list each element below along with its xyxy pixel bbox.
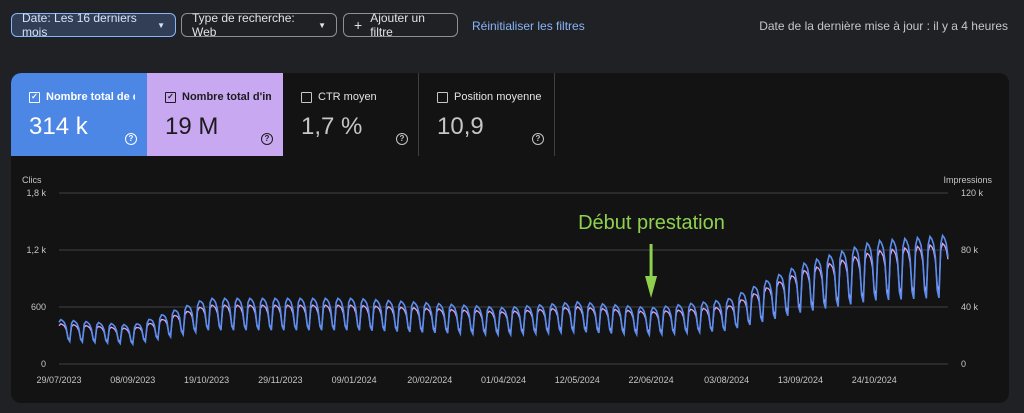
clicks-series-line [58,233,949,347]
x-tick-label: 01/04/2024 [481,375,526,385]
metric-total-impressions[interactable]: ✓ Nombre total d'im... 19 M ? [147,73,283,156]
x-tick-label: 08/09/2023 [110,375,155,385]
add-filter-label: Ajouter un filtre [370,11,425,39]
metric-value: 10,9 [437,113,484,140]
x-tick-label: 29/11/2023 [258,375,302,385]
performance-card: ✓ Nombre total de c... 314 k ? ✓ Nombre … [11,73,1009,403]
right-tick-label: 40 k [961,302,979,312]
x-tick-label: 03/08/2024 [704,375,749,385]
metric-label: Nombre total d'im... [182,91,271,103]
right-axis-title: Impressions [943,175,992,185]
metric-value: 19 M [165,113,219,140]
help-icon[interactable]: ? [396,133,408,145]
checkbox-unchecked-icon[interactable] [437,91,448,103]
annotation-label: Début prestation [578,212,725,234]
x-tick-label: 22/06/2024 [629,375,674,385]
left-tick-label: 600 [31,302,46,312]
left-tick-label: 1,2 k [26,245,46,255]
performance-chart[interactable]: Clics Impressions 0 0 600 40 k 1,2 k 80 k 1,8 k 1… [11,73,1009,403]
x-tick-label: 13/09/2024 [778,375,823,385]
help-icon[interactable]: ? [532,133,544,145]
metric-value: 314 k [29,113,88,140]
checkbox-unchecked-icon[interactable] [301,91,312,103]
metric-average-ctr[interactable]: CTR moyen 1,7 % ? [283,73,419,156]
date-filter-label: Date: Les 16 derniers mois [22,11,137,39]
metric-total-clicks[interactable]: ✓ Nombre total de c... 314 k ? [11,73,147,156]
dropdown-caret-icon: ▼ [157,20,165,30]
metric-label: CTR moyen [318,91,377,103]
dropdown-caret-icon: ▼ [318,20,326,30]
add-filter-button[interactable]: + Ajouter un filtre [343,11,458,39]
x-tick-label: 29/07/2023 [36,375,81,385]
metric-average-position[interactable]: Position moyenne 10,9 ? [419,73,555,156]
help-icon[interactable]: ? [261,133,273,145]
x-tick-label: 09/01/2024 [332,375,377,385]
x-tick-label: 12/05/2024 [555,375,600,385]
right-tick-label: 0 [961,359,966,369]
plus-icon: + [354,17,363,33]
date-filter-chip[interactable]: Date: Les 16 derniers mois ▼ [11,11,176,39]
search-type-label: Type de recherche: Web [192,11,295,39]
metric-label: Position moyenne [454,91,542,103]
last-update-text: Date de la dernière mise à jour : il y a… [759,19,1008,33]
reset-filters-link[interactable]: Réinitialiser les filtres [472,19,585,33]
annotation-arrow-head-icon [645,276,658,298]
checkbox-checked-icon[interactable]: ✓ [165,91,176,103]
x-tick-label: 20/02/2024 [407,375,452,385]
metric-label: Nombre total de c... [46,91,135,103]
x-tick-label: 24/10/2024 [852,375,897,385]
left-axis-title: Clics [22,175,42,185]
checkbox-checked-icon[interactable]: ✓ [29,91,40,103]
impressions-series-line [58,242,949,344]
filter-bar: Date: Les 16 derniers mois ▼ Type de rec… [0,0,1024,52]
metric-value: 1,7 % [301,113,363,140]
right-tick-label: 80 k [961,245,979,255]
search-type-chip[interactable]: Type de recherche: Web ▼ [181,11,337,39]
left-tick-label: 0 [41,359,46,369]
right-tick-label: 120 k [961,188,984,198]
x-tick-label: 19/10/2023 [184,375,229,385]
left-tick-label: 1,8 k [26,188,46,198]
help-icon[interactable]: ? [125,133,137,145]
